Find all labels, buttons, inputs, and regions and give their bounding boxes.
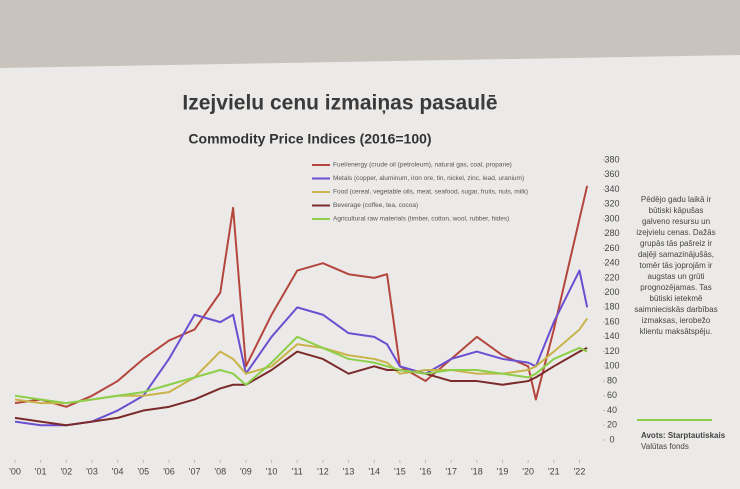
- legend-label: Metals (copper, aluminum, iron ore, tin,…: [333, 175, 524, 182]
- ceiling: [0, 0, 740, 75]
- legend-label: Food (cereal, vegetable oils, meat, seaf…: [333, 189, 528, 196]
- y-tick-label: 40: [607, 405, 617, 415]
- sidebar-text: saimnieciskās darbības: [634, 305, 717, 314]
- x-tick-label: '22: [574, 466, 586, 476]
- x-tick-label: '09: [240, 466, 252, 476]
- y-tick-label: 260: [604, 243, 619, 253]
- sidebar-text: būtiski ietekmē: [650, 294, 703, 303]
- x-tick-label: '01: [35, 466, 47, 476]
- x-tick-label: '10: [266, 466, 278, 476]
- sidebar-text: grupās tās pašreiz ir: [640, 239, 712, 248]
- y-tick-label: 360: [604, 169, 619, 179]
- sidebar-text: Pēdējo gadu laikā ir: [641, 195, 712, 204]
- y-tick-label: 100: [604, 361, 619, 371]
- legend-label: Fuel/energy (crude oil (petroleum), natu…: [333, 162, 512, 169]
- x-tick-label: '11: [292, 466, 303, 476]
- sidebar-text: augstas un grūti: [648, 272, 705, 281]
- y-tick-label: 380: [604, 154, 619, 164]
- source-text: Avots: Starptautiskais: [641, 431, 726, 440]
- y-tick-label: 180: [604, 302, 619, 312]
- x-tick-label: '06: [163, 466, 175, 476]
- source-text: Valūtas fonds: [641, 442, 689, 451]
- y-tick-label: 160: [604, 316, 619, 326]
- y-tick-label: 60: [607, 390, 617, 400]
- chart-title: Commodity Price Indices (2016=100): [188, 131, 431, 147]
- series-line: [14, 185, 589, 408]
- x-tick-label: '03: [86, 466, 98, 476]
- series-line: [14, 346, 588, 427]
- sidebar-text: izejvielu cenas. Dažās: [636, 228, 715, 237]
- x-tick-label: '17: [445, 466, 457, 476]
- x-tick-label: '14: [368, 466, 380, 476]
- x-tick-label: '05: [137, 466, 149, 476]
- x-tick-label: '16: [420, 466, 432, 476]
- y-tick-label: 80: [607, 375, 617, 385]
- sidebar-text: izmaksas, ierobežo: [642, 316, 711, 325]
- legend-label: Beverage (coffee, tea, cocoa): [333, 202, 418, 209]
- x-tick-label: '15: [394, 466, 406, 476]
- x-tick-label: '21: [548, 466, 560, 476]
- slide-title: Izejvielu cenu izmaiņas pasaulē: [182, 92, 497, 115]
- x-tick-label: '13: [343, 466, 355, 476]
- y-tick-label: 120: [604, 346, 619, 356]
- x-tick-label: '08: [214, 466, 226, 476]
- x-tick-label: '12: [317, 466, 329, 476]
- legend-label: Agricultural raw materials (timber, cott…: [333, 216, 509, 223]
- y-tick-label: 320: [604, 199, 619, 209]
- y-tick-label: 340: [604, 184, 619, 194]
- x-tick-label: '02: [60, 466, 72, 476]
- sidebar-text: klientu maksātspēju.: [640, 327, 712, 336]
- sidebar-text: galveno resursu un: [642, 217, 710, 226]
- y-tick-label: 200: [604, 287, 619, 297]
- x-tick-label: '19: [497, 466, 509, 476]
- y-tick-label: 280: [604, 228, 619, 238]
- series-line: [14, 269, 589, 427]
- y-tick-label: 300: [604, 213, 619, 223]
- y-tick-label: 240: [604, 258, 619, 268]
- slide: [0, 55, 740, 489]
- x-tick-label: '00: [9, 466, 21, 476]
- sidebar-text: būtiski kāpušas: [649, 206, 704, 215]
- sidebar-text: tomēr tās joprojām ir: [640, 261, 713, 270]
- x-tick-label: '18: [471, 466, 483, 476]
- y-tick-label: 0: [609, 434, 614, 444]
- y-tick-label: 220: [604, 272, 619, 282]
- x-tick-label: '04: [112, 466, 124, 476]
- sidebar-text: daļēji samazinājušās,: [638, 250, 714, 259]
- sidebar-text: prognozējamas. Tas: [640, 283, 711, 292]
- y-tick-label: 140: [604, 331, 619, 341]
- y-tick-label: 20: [607, 420, 617, 430]
- x-tick-label: '07: [189, 466, 201, 476]
- x-tick-label: '20: [522, 466, 534, 476]
- series-line: [14, 335, 588, 405]
